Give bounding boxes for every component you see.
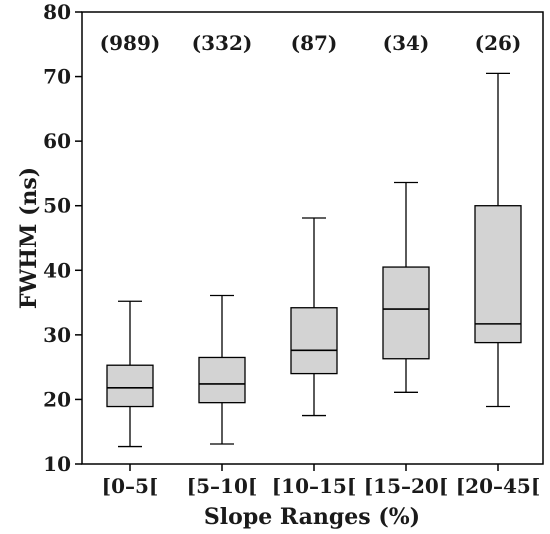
sample-counts: (989) (332) (87) (34) (26)	[100, 31, 522, 55]
plot-area-frame	[81, 11, 544, 465]
y-tick-label: 10	[43, 452, 71, 476]
sample-count-label: (26)	[475, 31, 522, 55]
x-tick-label: [10–15[	[272, 474, 357, 498]
y-tick-label: 70	[43, 65, 71, 89]
y-axis-title: FWHM (ns)	[16, 167, 42, 309]
y-tick-label: 50	[43, 194, 71, 218]
box-iqr	[474, 205, 522, 344]
y-tick-label: 30	[43, 323, 71, 347]
x-axis: [0–5[ [5–10[ [10–15[ [15–20[ [20–45[	[102, 464, 541, 498]
box-group	[290, 217, 338, 417]
y-tick-label: 20	[43, 387, 71, 411]
box-group	[474, 72, 522, 408]
y-tick-label: 80	[43, 0, 71, 24]
box-group	[382, 181, 430, 393]
x-axis-title: Slope Ranges (%)	[204, 504, 420, 530]
sample-count-label: (87)	[291, 31, 338, 55]
y-axis: 10 20 30 40 50 60 70 80	[43, 0, 82, 476]
x-tick-label: [0–5[	[102, 474, 159, 498]
box-iqr	[290, 307, 338, 375]
x-tick-label: [15–20[	[364, 474, 449, 498]
sample-count-label: (332)	[192, 31, 253, 55]
box-group	[198, 294, 246, 445]
box-iqr	[198, 356, 246, 404]
box-group	[106, 300, 154, 448]
boxes	[106, 72, 522, 448]
box-iqr	[382, 266, 430, 360]
x-tick-label: [5–10[	[187, 474, 258, 498]
box-iqr	[106, 364, 154, 408]
y-tick-label: 60	[43, 129, 71, 153]
y-tick-label: 40	[43, 258, 71, 282]
x-tick-label: [20–45[	[456, 474, 541, 498]
sample-count-label: (34)	[383, 31, 430, 55]
sample-count-label: (989)	[100, 31, 161, 55]
